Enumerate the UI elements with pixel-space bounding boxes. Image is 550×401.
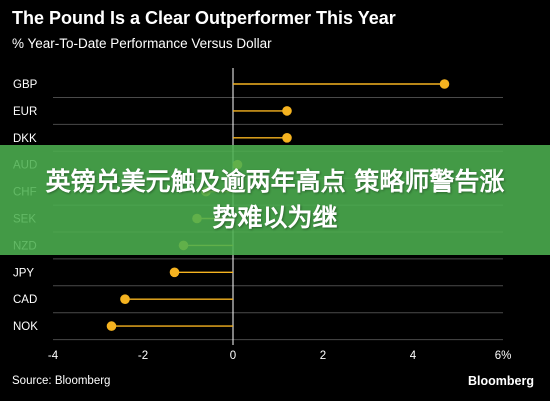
marker-gbp [439, 79, 450, 89]
category-label-jpy: JPY [13, 267, 34, 279]
category-label-dkk: DKK [13, 133, 37, 145]
x-tick-label: -4 [48, 350, 59, 362]
chart-subtitle: % Year-To-Date Performance Versus Dollar [12, 36, 272, 51]
headline-text: 英镑兑美元触及逾两年高点 策略师警告涨势难以为继 [45, 167, 505, 232]
marker-cad [120, 294, 130, 305]
x-tick-label: 0 [230, 350, 236, 362]
category-label-cad: CAD [13, 294, 37, 306]
marker-nok [106, 321, 117, 331]
category-label-gbp: GBP [13, 79, 38, 91]
source-note: Source: Bloomberg [12, 375, 111, 387]
headline-overlay: 英镑兑美元触及逾两年高点 策略师警告涨势难以为继 [0, 145, 550, 255]
x-tick-label: 6% [495, 350, 512, 362]
category-label-nok: NOK [13, 321, 38, 333]
marker-dkk [282, 133, 292, 143]
x-tick-label: -2 [138, 350, 148, 362]
bloomberg-logo: Bloomberg [468, 374, 534, 388]
category-label-eur: EUR [13, 106, 37, 118]
chart-title: The Pound Is a Clear Outperformer This Y… [12, 8, 396, 28]
marker-eur [282, 106, 292, 116]
x-tick-label: 4 [410, 350, 417, 362]
x-tick-label: 2 [320, 350, 326, 362]
marker-jpy [169, 267, 180, 278]
